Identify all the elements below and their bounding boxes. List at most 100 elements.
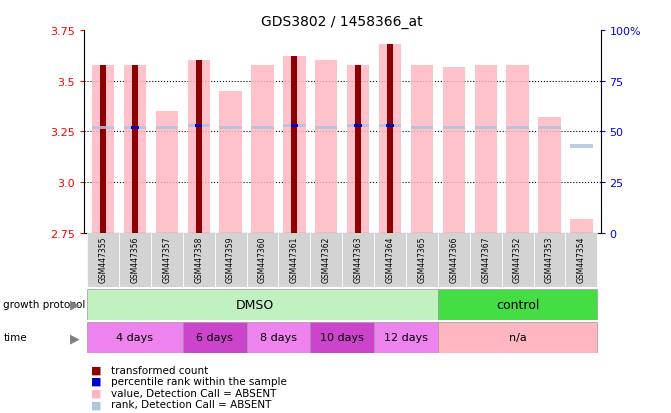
Bar — [386, 124, 394, 128]
Text: ■: ■ — [91, 399, 101, 409]
FancyBboxPatch shape — [119, 233, 151, 287]
Bar — [315, 126, 338, 130]
Text: control: control — [496, 298, 539, 311]
FancyBboxPatch shape — [533, 233, 566, 287]
Bar — [474, 65, 497, 233]
FancyBboxPatch shape — [566, 233, 597, 287]
Text: ■: ■ — [91, 388, 101, 398]
Text: GSM447354: GSM447354 — [577, 236, 586, 282]
Bar — [156, 126, 178, 130]
Text: GSM447360: GSM447360 — [258, 236, 267, 282]
Bar — [132, 65, 138, 233]
Text: ■: ■ — [91, 376, 101, 386]
Bar — [538, 126, 561, 130]
Bar — [507, 65, 529, 233]
Bar — [196, 61, 201, 233]
Text: GSM447362: GSM447362 — [322, 236, 331, 282]
Text: GSM447358: GSM447358 — [194, 236, 203, 282]
Text: GSM447366: GSM447366 — [450, 236, 458, 282]
Bar — [283, 57, 305, 233]
Bar — [100, 65, 106, 233]
Text: GSM447361: GSM447361 — [290, 236, 299, 282]
Bar — [570, 145, 592, 148]
Text: GSM447364: GSM447364 — [386, 236, 395, 282]
FancyBboxPatch shape — [406, 233, 438, 287]
Bar — [195, 124, 203, 128]
Bar — [87, 289, 438, 320]
Bar — [131, 126, 139, 130]
Bar — [246, 322, 310, 353]
Text: GSM447359: GSM447359 — [226, 236, 235, 282]
Bar — [387, 45, 393, 233]
Text: rank, Detection Call = ABSENT: rank, Detection Call = ABSENT — [111, 399, 271, 409]
Bar — [379, 124, 401, 128]
FancyBboxPatch shape — [183, 233, 215, 287]
Bar — [92, 65, 114, 233]
FancyBboxPatch shape — [342, 233, 374, 287]
FancyBboxPatch shape — [87, 233, 119, 287]
Text: GSM447353: GSM447353 — [545, 236, 554, 282]
Text: transformed count: transformed count — [111, 365, 208, 375]
FancyBboxPatch shape — [246, 233, 278, 287]
Text: GSM447356: GSM447356 — [130, 236, 140, 282]
Text: GSM447355: GSM447355 — [99, 236, 107, 282]
Text: 6 days: 6 days — [196, 332, 233, 343]
Bar — [411, 126, 433, 130]
Text: ▶: ▶ — [70, 298, 80, 311]
Text: GSM447352: GSM447352 — [513, 236, 522, 282]
Bar — [347, 124, 369, 128]
Bar — [252, 65, 274, 233]
Bar — [291, 124, 298, 128]
FancyBboxPatch shape — [438, 233, 470, 287]
Bar — [87, 322, 183, 353]
FancyBboxPatch shape — [470, 233, 502, 287]
Title: GDS3802 / 1458366_at: GDS3802 / 1458366_at — [262, 14, 423, 28]
Bar — [374, 322, 438, 353]
Bar — [443, 126, 465, 130]
Text: time: time — [3, 332, 27, 343]
Bar — [156, 112, 178, 233]
Bar — [355, 65, 361, 233]
Text: 4 days: 4 days — [116, 332, 154, 343]
Text: 12 days: 12 days — [384, 332, 428, 343]
Bar — [123, 126, 146, 130]
Text: ▶: ▶ — [70, 331, 80, 344]
Bar — [123, 65, 146, 233]
Text: GSM447365: GSM447365 — [417, 236, 427, 282]
Text: percentile rank within the sample: percentile rank within the sample — [111, 376, 287, 386]
Bar — [219, 92, 242, 233]
Bar — [252, 126, 274, 130]
Bar — [474, 126, 497, 130]
Bar — [538, 118, 561, 233]
Bar — [438, 289, 597, 320]
Bar — [379, 45, 401, 233]
FancyBboxPatch shape — [151, 233, 183, 287]
Bar — [507, 126, 529, 130]
FancyBboxPatch shape — [502, 233, 533, 287]
Text: GSM447363: GSM447363 — [354, 236, 362, 282]
Bar — [570, 219, 592, 233]
Bar — [187, 124, 210, 128]
Bar — [310, 322, 374, 353]
Bar — [438, 322, 597, 353]
FancyBboxPatch shape — [215, 233, 246, 287]
Bar — [315, 61, 338, 233]
Text: GSM447357: GSM447357 — [162, 236, 171, 282]
Text: growth protocol: growth protocol — [3, 299, 86, 310]
Bar — [291, 57, 297, 233]
Bar — [354, 124, 362, 128]
Bar — [92, 126, 114, 130]
Text: value, Detection Call = ABSENT: value, Detection Call = ABSENT — [111, 388, 276, 398]
Bar — [219, 126, 242, 130]
Bar — [443, 67, 465, 233]
Text: 8 days: 8 days — [260, 332, 297, 343]
Text: ■: ■ — [91, 365, 101, 375]
FancyBboxPatch shape — [278, 233, 310, 287]
Bar — [411, 65, 433, 233]
Bar — [283, 124, 305, 128]
Text: DMSO: DMSO — [236, 298, 274, 311]
Bar — [183, 322, 246, 353]
Text: n/a: n/a — [509, 332, 527, 343]
Bar — [187, 61, 210, 233]
Text: GSM447367: GSM447367 — [481, 236, 491, 282]
